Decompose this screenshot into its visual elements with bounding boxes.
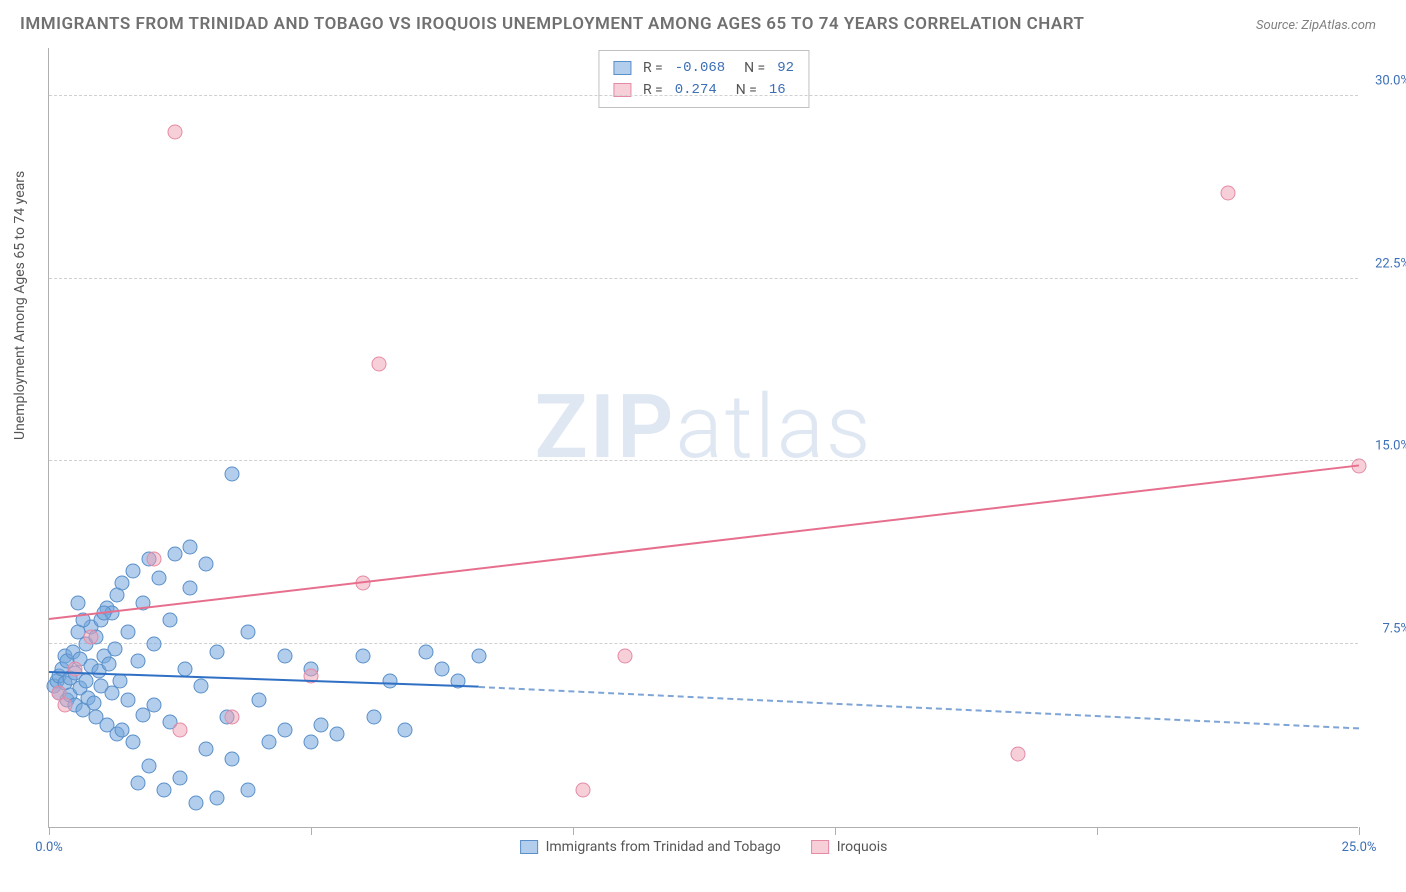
scatter-point-pink: [173, 722, 188, 737]
scatter-point-blue: [251, 693, 266, 708]
gridline: [49, 460, 1358, 461]
scatter-point-blue: [70, 595, 85, 610]
scatter-point-blue: [102, 656, 117, 671]
scatter-point-pink: [57, 698, 72, 713]
scatter-point-blue: [209, 790, 224, 805]
legend-series-label: Immigrants from Trinidad and Tobago: [546, 839, 781, 855]
x-tick: [1359, 827, 1360, 835]
scatter-point-blue: [125, 734, 140, 749]
x-tick: [1097, 827, 1098, 835]
x-tick: [835, 827, 836, 835]
legend-series-item: Immigrants from Trinidad and Tobago: [520, 839, 781, 855]
chart-plot-area: ZIPatlas R = -0.068 N = 92R = 0.274 N = …: [48, 48, 1358, 828]
scatter-point-blue: [162, 612, 177, 627]
scatter-point-blue: [146, 637, 161, 652]
scatter-point-blue: [330, 727, 345, 742]
scatter-point-blue: [366, 710, 381, 725]
legend-stats-box: R = -0.068 N = 92R = 0.274 N = 16: [598, 50, 809, 108]
legend-r-value: -0.068: [675, 60, 725, 76]
scatter-point-pink: [618, 649, 633, 664]
scatter-point-blue: [225, 466, 240, 481]
scatter-point-blue: [167, 547, 182, 562]
y-axis-label: Unemployment Among Ages 65 to 74 years: [12, 171, 28, 440]
watermark-text: ZIPatlas: [534, 376, 872, 479]
scatter-point-blue: [193, 678, 208, 693]
legend-stat-row: R = 0.274 N = 16: [613, 79, 794, 101]
scatter-point-blue: [86, 695, 101, 710]
scatter-point-blue: [125, 564, 140, 579]
scatter-point-pink: [1011, 746, 1026, 761]
scatter-point-blue: [435, 661, 450, 676]
scatter-point-blue: [356, 649, 371, 664]
scatter-point-blue: [262, 734, 277, 749]
scatter-point-blue: [419, 644, 434, 659]
source-attribution: Source: ZipAtlas.com: [1256, 18, 1376, 33]
legend-series-item: Iroquois: [811, 839, 888, 855]
scatter-point-blue: [173, 771, 188, 786]
scatter-point-blue: [241, 783, 256, 798]
gridline: [49, 278, 1358, 279]
legend-n-value: 92: [777, 60, 794, 76]
scatter-point-pink: [1221, 186, 1236, 201]
legend-n-label: N =: [737, 60, 765, 76]
scatter-point-pink: [225, 710, 240, 725]
scatter-point-blue: [277, 649, 292, 664]
scatter-point-blue: [178, 661, 193, 676]
scatter-point-blue: [183, 539, 198, 554]
x-tick: [573, 827, 574, 835]
chart-title: IMMIGRANTS FROM TRINIDAD AND TOBAGO VS I…: [20, 14, 1085, 34]
scatter-point-blue: [241, 625, 256, 640]
scatter-point-blue: [277, 722, 292, 737]
scatter-point-blue: [146, 698, 161, 713]
legend-r-label: R =: [643, 60, 663, 76]
scatter-point-blue: [398, 722, 413, 737]
legend-series-label: Iroquois: [837, 839, 888, 855]
scatter-point-blue: [152, 571, 167, 586]
legend-stat-row: R = -0.068 N = 92: [613, 57, 794, 79]
legend-swatch-icon: [613, 61, 631, 75]
scatter-point-blue: [107, 642, 122, 657]
legend-swatch-icon: [811, 840, 829, 854]
scatter-point-pink: [146, 551, 161, 566]
scatter-point-blue: [199, 556, 214, 571]
legend-swatch-icon: [520, 840, 538, 854]
x-tick-label: 0.0%: [35, 840, 63, 855]
y-tick-label: 22.5%: [1375, 256, 1406, 271]
scatter-point-blue: [471, 649, 486, 664]
y-tick-label: 7.5%: [1382, 622, 1406, 637]
x-tick: [311, 827, 312, 835]
scatter-point-blue: [78, 673, 93, 688]
scatter-point-blue: [120, 625, 135, 640]
x-tick: [49, 827, 50, 835]
scatter-point-blue: [209, 644, 224, 659]
scatter-point-pink: [83, 629, 98, 644]
y-tick-label: 30.0%: [1375, 73, 1406, 88]
trend-line: [49, 464, 1359, 620]
scatter-point-blue: [131, 654, 146, 669]
scatter-point-blue: [141, 759, 156, 774]
scatter-point-pink: [576, 783, 591, 798]
scatter-point-blue: [304, 734, 319, 749]
legend-series: Immigrants from Trinidad and Tobago Iroqu…: [520, 839, 888, 855]
scatter-point-blue: [120, 693, 135, 708]
scatter-point-blue: [199, 742, 214, 757]
scatter-point-blue: [131, 776, 146, 791]
y-tick-label: 15.0%: [1375, 439, 1406, 454]
scatter-point-blue: [225, 751, 240, 766]
scatter-point-pink: [167, 125, 182, 140]
gridline: [49, 95, 1358, 96]
scatter-point-blue: [188, 795, 203, 810]
scatter-point-blue: [183, 581, 198, 596]
scatter-point-blue: [382, 673, 397, 688]
gridline: [49, 643, 1358, 644]
trend-line: [479, 686, 1359, 729]
scatter-point-blue: [115, 576, 130, 591]
scatter-point-blue: [157, 783, 172, 798]
scatter-point-pink: [372, 356, 387, 371]
scatter-point-blue: [314, 717, 329, 732]
x-tick-label: 25.0%: [1342, 840, 1377, 855]
